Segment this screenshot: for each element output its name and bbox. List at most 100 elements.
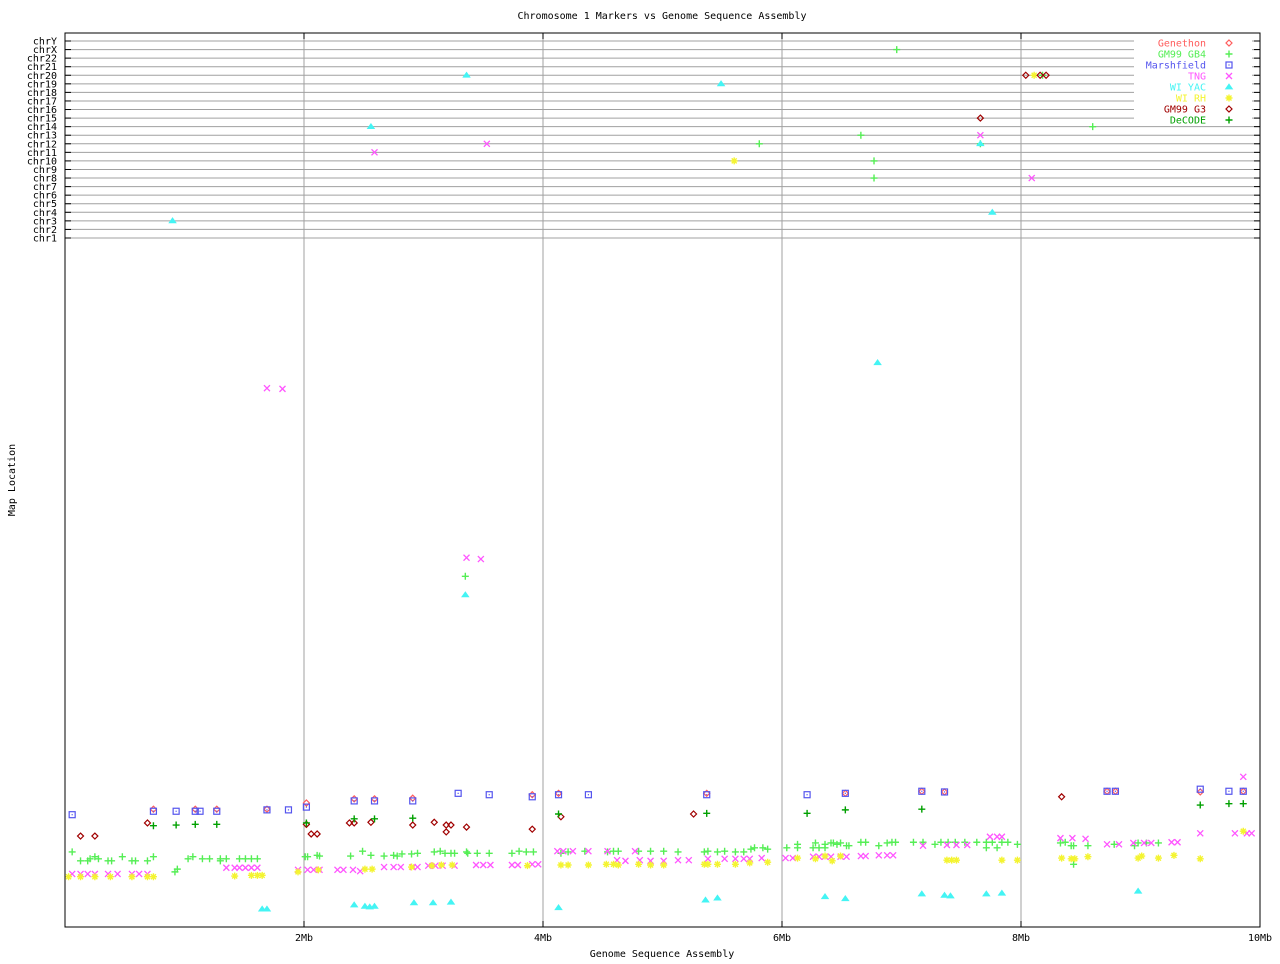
- point-gm99-gb4: [564, 848, 572, 856]
- point-gm99-gb4: [893, 46, 901, 54]
- y-tick-label: chr6: [33, 191, 57, 202]
- point-gm99-gb4: [783, 844, 791, 852]
- point-gm99-gb4: [837, 839, 845, 847]
- series-tng: [68, 131, 1256, 878]
- point-wi-rh: [731, 860, 739, 868]
- point-tng: [236, 864, 243, 872]
- x-tick-label: 8Mb: [1012, 933, 1030, 944]
- point-tng: [534, 860, 542, 868]
- point-tng: [380, 863, 388, 871]
- point-wi-rh: [65, 873, 73, 881]
- point-marshfield: [263, 806, 271, 814]
- y-tick-label: chr2: [33, 225, 57, 236]
- point-gm99-gb4: [875, 842, 883, 850]
- point-wi-rh: [1058, 854, 1066, 862]
- grid: [65, 33, 1260, 927]
- point-gm99-gb4: [235, 855, 243, 863]
- point-gm99-gb4: [713, 848, 721, 856]
- point-gm99-gb4: [184, 855, 192, 863]
- point-marshfield: [213, 807, 221, 815]
- point-gm99-gb4: [857, 131, 865, 139]
- point-tng: [1239, 773, 1247, 781]
- point-wi-rh: [408, 863, 416, 871]
- point-tng: [721, 855, 729, 863]
- point-gm99-gb4: [198, 855, 206, 863]
- point-wi-rh: [77, 873, 85, 881]
- legend-label-marshfield: Marshfield: [1146, 61, 1206, 72]
- point-tng: [463, 554, 470, 562]
- point-gm99-gb4: [751, 844, 759, 852]
- point-gm99-g3: [91, 832, 99, 840]
- y-tick-label: chr12: [27, 139, 57, 150]
- point-wi-rh: [361, 865, 369, 873]
- chart-title: Chromosome 1 Markers vs Genome Sequence …: [518, 11, 807, 22]
- point-gm99-gb4: [408, 850, 416, 858]
- point-genethon: [702, 789, 711, 798]
- point-tng: [584, 847, 592, 855]
- point-gm99-gb4: [1110, 840, 1118, 848]
- point-gm99-gb4: [515, 847, 523, 855]
- point-wi-rh: [1030, 71, 1038, 79]
- point-gm99-gb4: [1084, 842, 1092, 850]
- point-gm99-gb4: [1134, 839, 1142, 847]
- point-wi-rh: [730, 157, 738, 165]
- point-gm99-gb4: [721, 847, 729, 855]
- point-tng: [241, 864, 249, 872]
- legend-marker-gm99-g3: [1225, 105, 1233, 113]
- point-tng: [569, 847, 577, 855]
- point-gm99-gb4: [430, 848, 438, 856]
- point-wi-rh: [314, 866, 322, 874]
- point-gm99-gb4: [674, 848, 682, 856]
- point-gm99-gb4: [794, 844, 802, 852]
- y-tick-label: chrY: [33, 37, 57, 48]
- series-marshfield: [68, 785, 1247, 819]
- point-wi-yac: [360, 902, 370, 909]
- point-wi-yac: [446, 898, 456, 905]
- point-gm99-g3: [1042, 71, 1050, 80]
- point-wi-yac: [349, 901, 359, 908]
- point-wi-rh: [1067, 855, 1075, 863]
- point-gm99-gb4: [529, 848, 537, 856]
- point-gm99-gb4: [581, 847, 589, 855]
- point-decode: [409, 814, 417, 822]
- point-gm99-gb4: [398, 850, 406, 858]
- y-tick-label: chr5: [33, 199, 57, 210]
- point-gm99-gb4: [755, 140, 763, 148]
- point-wi-rh: [1196, 855, 1204, 863]
- point-gm99-gb4: [464, 849, 472, 857]
- point-tng: [1196, 829, 1204, 837]
- point-wi-yac: [841, 895, 850, 902]
- point-gm99-gb4: [414, 849, 422, 857]
- point-gm99-gb4: [222, 855, 230, 863]
- point-marshfield: [1239, 787, 1247, 795]
- point-tng: [758, 854, 766, 862]
- point-gm99-gb4: [829, 839, 837, 847]
- point-tng: [740, 855, 748, 863]
- point-gm99-gb4: [189, 853, 197, 861]
- point-marshfield: [584, 791, 593, 799]
- x-tick-label: 10Mb: [1248, 933, 1272, 944]
- point-decode: [1225, 800, 1233, 808]
- point-gm99-gb4: [216, 857, 224, 865]
- point-tng: [1231, 829, 1239, 837]
- point-wi-rh: [294, 868, 302, 876]
- point-marshfield: [370, 797, 379, 805]
- point-decode: [803, 809, 811, 817]
- point-tng: [976, 131, 984, 139]
- point-wi-rh: [998, 856, 1006, 864]
- point-genethon: [263, 805, 271, 814]
- point-tng: [479, 861, 487, 869]
- point-decode: [149, 822, 157, 830]
- point-wi-yac: [820, 892, 830, 900]
- point-tng: [998, 833, 1006, 841]
- point-decode: [172, 821, 180, 829]
- point-tng: [621, 857, 629, 865]
- point-wi-rh: [602, 860, 610, 868]
- point-tng: [279, 385, 286, 393]
- point-gm99-gb4: [764, 845, 772, 853]
- point-gm99-gb4: [1004, 838, 1012, 846]
- point-gm99-gb4: [143, 857, 151, 865]
- point-tng: [349, 866, 357, 874]
- point-decode: [841, 806, 849, 814]
- point-marshfield: [196, 807, 204, 815]
